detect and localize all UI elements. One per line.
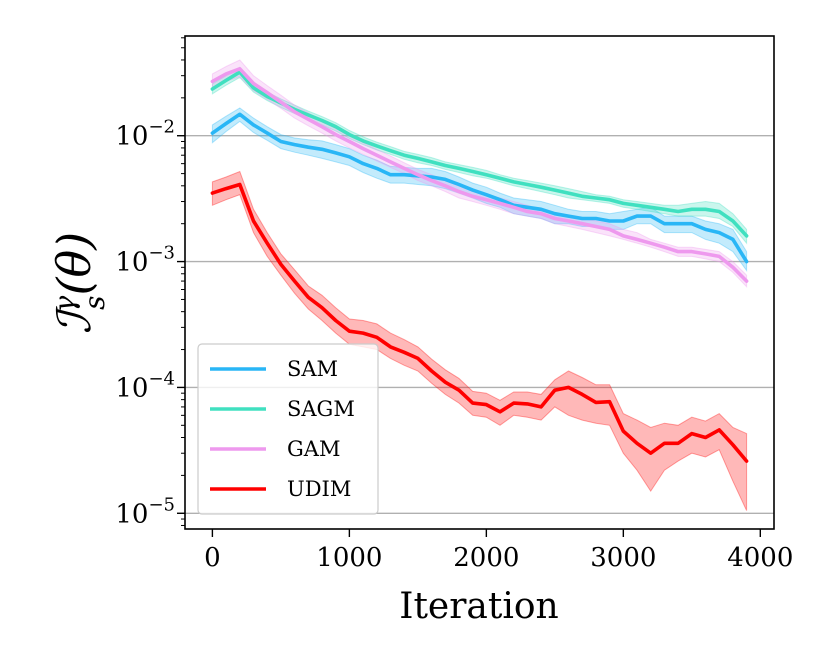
x-tick-label-0: 0 [204, 543, 221, 573]
legend-label-sagm: SAGM [287, 397, 355, 421]
plot-frame [184, 35, 775, 530]
x-tick-label-4: 4000 [727, 543, 793, 573]
band-udim [211, 170, 748, 511]
legend: SAM SAGM GAM UDIM [197, 343, 379, 515]
series-line-gam [210, 67, 749, 283]
x-tick-label-1: 1000 [316, 543, 382, 573]
x-axis-label: Iteration [399, 586, 559, 627]
y-tick-label-1: 10−4 [115, 368, 175, 403]
y-axis-label: ℐγs(θ) [47, 232, 111, 334]
band-sam [211, 107, 748, 273]
legend-label-gam: GAM [287, 437, 340, 461]
y-tick-label-2: 10−3 [115, 243, 175, 278]
series-line-udim [210, 182, 749, 463]
series-line-sagm [210, 70, 749, 238]
series-lines [210, 67, 749, 463]
axis-ticks: 10−5 10−4 10−3 10−2 0 1000 2000 3000 4000 [115, 37, 793, 573]
y-axis-label-subscript: s [78, 295, 111, 309]
y-tick-label-3: 10−2 [115, 117, 175, 152]
svg-text:ℐγs(θ): ℐγs(θ) [47, 232, 111, 334]
legend-box [197, 343, 379, 515]
series-line-sam [210, 112, 749, 264]
y-axis-label-superscript: γ [48, 296, 81, 313]
y-tick-label-0: 10−5 [115, 494, 175, 529]
legend-label-sam: SAM [287, 357, 338, 381]
x-tick-label-2: 2000 [453, 543, 519, 573]
x-tick-label-3: 3000 [590, 543, 656, 573]
legend-label-udim: UDIM [287, 477, 351, 501]
y-axis-label-argument: (θ) [47, 232, 101, 296]
